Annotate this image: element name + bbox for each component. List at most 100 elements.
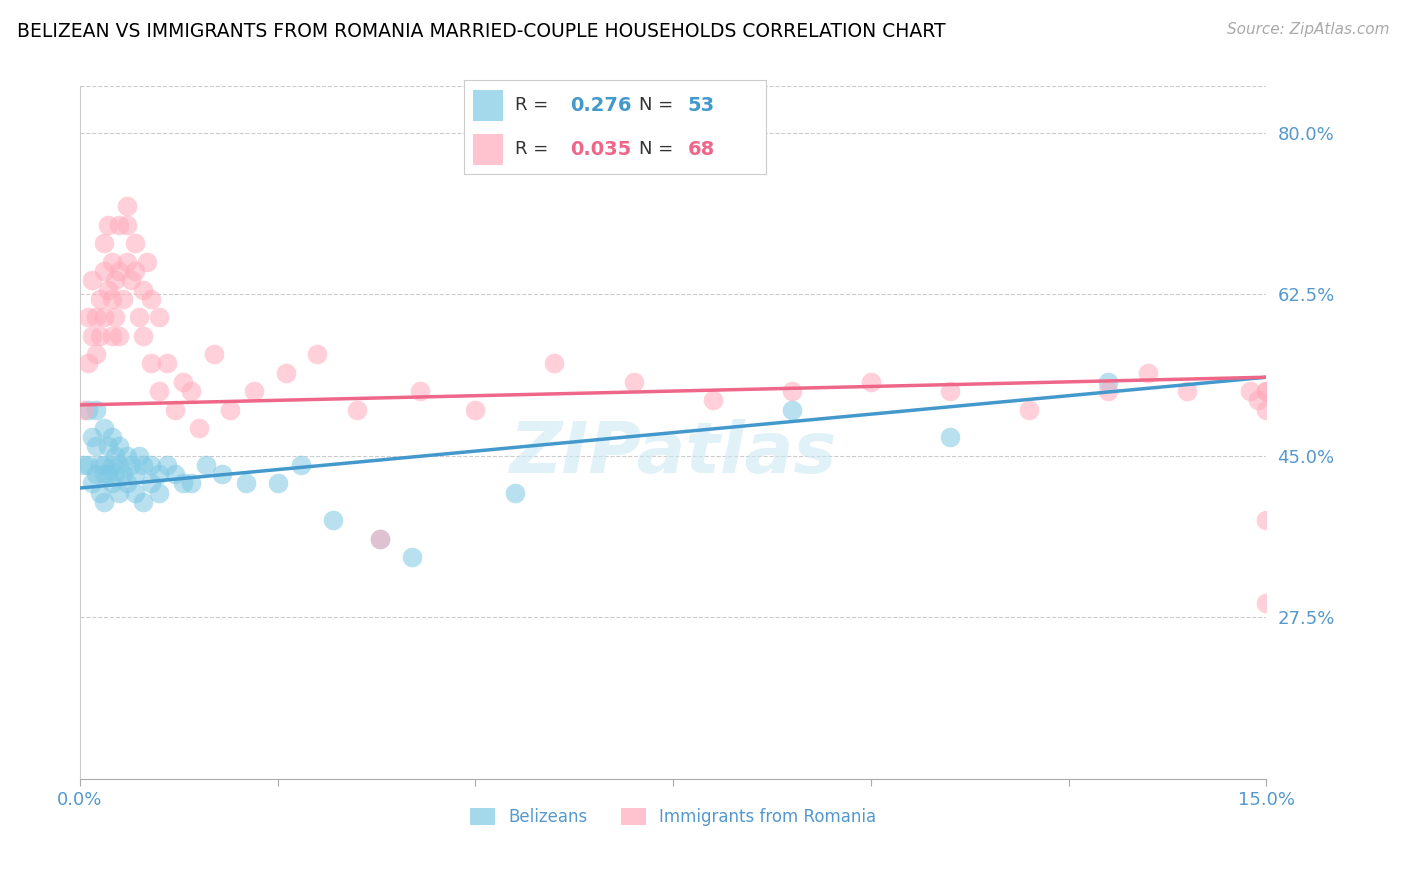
Point [139, 356, 162, 370]
Text: 53: 53 [688, 95, 714, 114]
Point [195, 458, 218, 472]
Text: Source: ZipAtlas.com: Source: ZipAtlas.com [1226, 22, 1389, 37]
Point [108, 218, 131, 232]
Point [89, 458, 111, 472]
Point [464, 402, 486, 417]
Point [117, 255, 139, 269]
Point [859, 375, 882, 389]
Point [100, 476, 122, 491]
Point [128, 310, 150, 325]
Point [702, 393, 724, 408]
Point [148, 467, 170, 482]
Point [124, 485, 146, 500]
Point [76, 356, 98, 370]
Point [84, 402, 107, 417]
Point [235, 476, 257, 491]
Point [132, 283, 155, 297]
Text: R =: R = [516, 96, 554, 114]
Point [939, 430, 962, 444]
Text: N =: N = [640, 96, 679, 114]
Point [112, 292, 135, 306]
Point [124, 264, 146, 278]
Point [93, 458, 115, 472]
Point [89, 292, 111, 306]
Point [132, 328, 155, 343]
Point [623, 375, 645, 389]
Point [180, 476, 202, 491]
Point [1018, 402, 1040, 417]
Point [202, 347, 225, 361]
Point [156, 356, 179, 370]
Point [80, 328, 103, 343]
Point [274, 366, 297, 380]
Point [93, 467, 115, 482]
Point [76, 458, 98, 472]
Point [1097, 375, 1119, 389]
Point [84, 347, 107, 361]
Point [104, 467, 127, 482]
Point [780, 384, 803, 398]
Point [100, 430, 122, 444]
Point [180, 384, 202, 398]
Point [117, 218, 139, 232]
Point [148, 485, 170, 500]
Point [156, 458, 179, 472]
Point [76, 402, 98, 417]
Point [780, 402, 803, 417]
Point [96, 283, 118, 297]
Point [96, 467, 118, 482]
Text: ZIPatlas: ZIPatlas [509, 419, 837, 488]
Point [93, 264, 115, 278]
Point [219, 402, 242, 417]
Point [112, 467, 135, 482]
Point [104, 449, 127, 463]
Text: 0.276: 0.276 [569, 95, 631, 114]
Point [148, 384, 170, 398]
Point [84, 440, 107, 454]
Point [1256, 384, 1278, 398]
Point [409, 384, 432, 398]
Text: 0.035: 0.035 [569, 140, 631, 159]
Point [1256, 513, 1278, 527]
Point [1256, 384, 1278, 398]
Point [108, 458, 131, 472]
Text: 68: 68 [688, 140, 714, 159]
Point [1256, 597, 1278, 611]
Point [322, 513, 344, 527]
Point [139, 292, 162, 306]
Point [1256, 402, 1278, 417]
Point [136, 255, 159, 269]
Point [132, 458, 155, 472]
Point [117, 199, 139, 213]
Text: BELIZEAN VS IMMIGRANTS FROM ROMANIA MARRIED-COUPLE HOUSEHOLDS CORRELATION CHART: BELIZEAN VS IMMIGRANTS FROM ROMANIA MARR… [17, 22, 945, 41]
Point [1175, 384, 1198, 398]
Point [108, 440, 131, 454]
Point [211, 467, 233, 482]
Point [148, 310, 170, 325]
Bar [472, 89, 503, 120]
Point [120, 458, 142, 472]
Point [243, 384, 266, 398]
Point [172, 375, 194, 389]
Point [163, 467, 186, 482]
Point [132, 495, 155, 509]
Point [128, 449, 150, 463]
Point [120, 273, 142, 287]
Point [108, 328, 131, 343]
Point [73, 458, 96, 472]
Point [104, 273, 127, 287]
Point [1136, 366, 1159, 380]
Point [543, 356, 565, 370]
Point [96, 440, 118, 454]
Point [401, 550, 423, 565]
Point [1239, 384, 1261, 398]
Point [84, 467, 107, 482]
Point [370, 532, 392, 546]
Point [84, 310, 107, 325]
Point [139, 458, 162, 472]
Point [93, 236, 115, 251]
Point [100, 292, 122, 306]
Text: R =: R = [516, 140, 554, 158]
Point [76, 310, 98, 325]
Point [80, 476, 103, 491]
